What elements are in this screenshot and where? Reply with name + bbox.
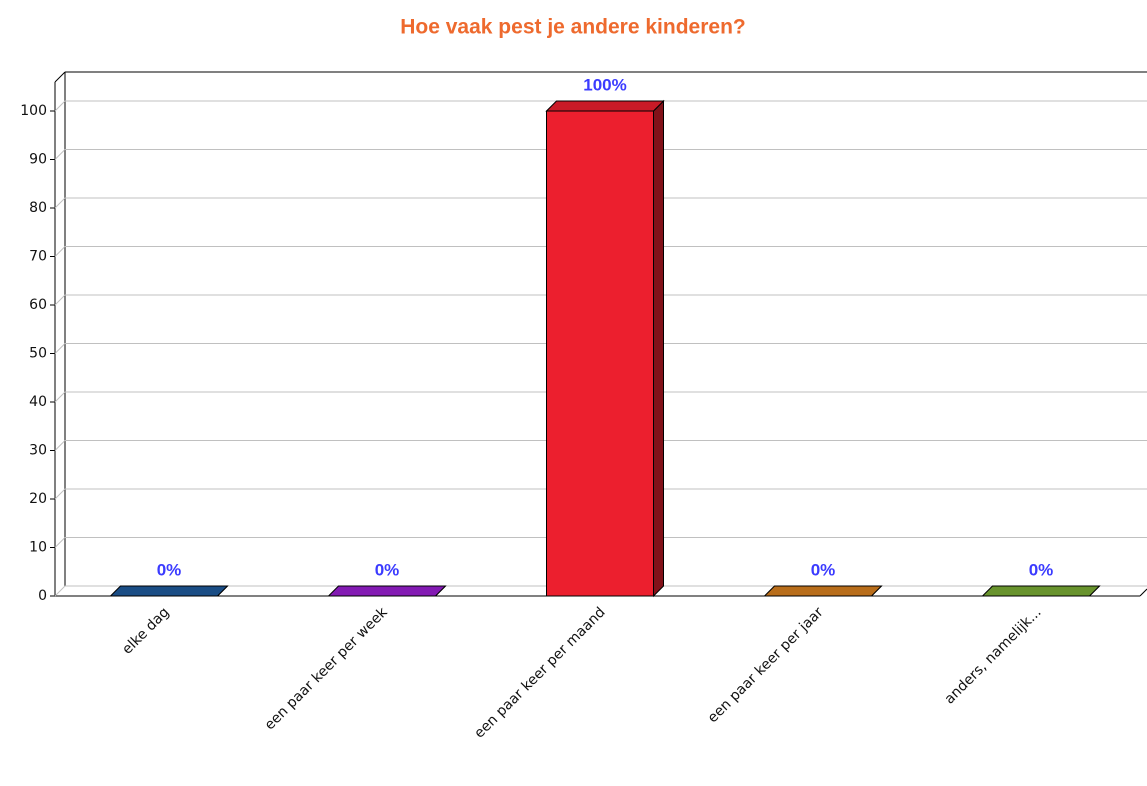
grid-line — [54, 149, 66, 160]
grid-line — [54, 294, 66, 306]
y-tick-label: 80 — [29, 200, 47, 216]
value-label: 0% — [157, 560, 182, 579]
bar-top — [981, 585, 1101, 597]
bar — [546, 110, 654, 597]
bar-side — [653, 99, 664, 598]
x-tick-label: een paar keer per jaar — [705, 604, 827, 726]
x-tick-label: een paar keer per week — [262, 604, 392, 734]
grid-line — [54, 246, 66, 257]
y-tick-label: 10 — [29, 540, 47, 556]
bar-top — [327, 585, 447, 597]
x-tick-label: elke dag — [119, 604, 172, 657]
value-label: 0% — [811, 560, 836, 579]
x-tick-label: een paar keer per maand — [471, 604, 608, 741]
y-tick-label: 50 — [29, 346, 47, 362]
grid-line — [54, 197, 66, 209]
y-tick-label: 40 — [29, 394, 47, 410]
frame-edge — [1139, 588, 1147, 597]
grid-line — [54, 440, 66, 451]
x-tick-label: anders, namelijk... — [942, 604, 1045, 707]
bar-top — [545, 100, 665, 112]
grid-line — [54, 100, 66, 112]
chart-title: Hoe vaak pest je andere kinderen? — [400, 16, 745, 39]
value-label: 0% — [375, 560, 400, 579]
y-tick-label: 100 — [20, 103, 47, 119]
y-tick-label: 20 — [29, 491, 47, 507]
grid-line — [54, 343, 66, 354]
y-tick-label: 30 — [29, 443, 47, 459]
grid-line — [54, 488, 66, 500]
value-label: 100% — [583, 75, 626, 94]
y-tick-label: 60 — [29, 297, 47, 313]
grid-line — [54, 585, 66, 597]
y-tick-label: 70 — [29, 249, 47, 265]
bar-top — [763, 585, 883, 597]
y-tick-label: 0 — [38, 588, 47, 604]
value-label: 0% — [1029, 560, 1054, 579]
grid-line — [54, 537, 66, 548]
y-tick-label: 90 — [29, 152, 47, 168]
frame-edge — [54, 71, 66, 83]
grid-line — [54, 391, 66, 403]
bar-top — [109, 585, 229, 597]
